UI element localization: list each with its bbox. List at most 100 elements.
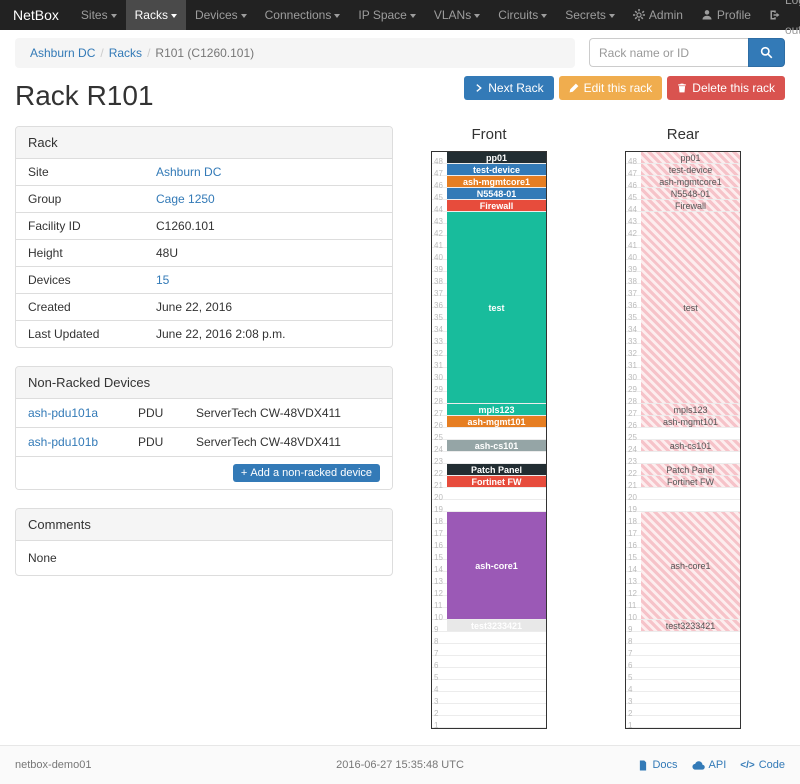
- nonracked-row: ash-pdu101a PDU ServerTech CW-48VDX411: [16, 399, 392, 427]
- unit-number: 39: [628, 265, 637, 274]
- attr-row-group: Group Cage 1250: [16, 185, 392, 212]
- rack-device-rear[interactable]: Fortinet FW: [641, 476, 740, 487]
- api-link[interactable]: API: [691, 759, 726, 771]
- nav-item-secrets[interactable]: Secrets: [556, 0, 624, 30]
- unit-number: 22: [434, 469, 443, 478]
- rack-device-front[interactable]: test: [447, 212, 546, 403]
- unit-number: 21: [628, 481, 637, 490]
- rack-device-rear[interactable]: ash-core1: [641, 512, 740, 619]
- unit-number: 30: [434, 373, 443, 382]
- nav-item-ip-space[interactable]: IP Space: [349, 0, 424, 30]
- rack-device-rear[interactable]: N5548-01: [641, 188, 740, 199]
- rack-device-front[interactable]: pp01: [447, 152, 546, 163]
- unit-number: 41: [434, 241, 443, 250]
- nav-item-devices[interactable]: Devices: [186, 0, 256, 30]
- search-input[interactable]: [589, 38, 748, 67]
- profile-link[interactable]: Profile: [692, 0, 760, 30]
- rack-unit-rear-28: 28: [626, 392, 740, 406]
- nav-item-circuits[interactable]: Circuits: [489, 0, 556, 30]
- rack-device-rear[interactable]: test3233421: [641, 620, 740, 631]
- brand-logo[interactable]: NetBox: [13, 7, 59, 23]
- rack-device-front[interactable]: test3233421: [447, 620, 546, 631]
- rack-device-rear[interactable]: ash-cs101: [641, 440, 740, 451]
- search-icon: [760, 46, 773, 59]
- unit-number: 29: [628, 385, 637, 394]
- devices-count-link[interactable]: 15: [156, 273, 170, 287]
- comments-panel: Comments None: [15, 508, 393, 576]
- unit-number: 27: [434, 409, 443, 418]
- rack-device-front[interactable]: ash-mgmt101: [447, 416, 546, 427]
- unit-number: 34: [628, 325, 637, 334]
- rack-device-rear[interactable]: Patch Panel: [641, 464, 740, 475]
- admin-label: Admin: [648, 8, 683, 22]
- admin-link[interactable]: Admin: [624, 0, 692, 30]
- unit-number: 31: [434, 361, 443, 370]
- rack-unit-rear-44: 44: [626, 200, 740, 214]
- unit-number: 21: [434, 481, 443, 490]
- rack-unit-rear-19: 19: [626, 500, 740, 514]
- footer-timestamp: 2016-06-27 15:35:48 UTC: [336, 759, 464, 771]
- unit-number: 22: [628, 469, 637, 478]
- rack-device-front[interactable]: test-device: [447, 164, 546, 175]
- main-nav: Sites Racks Devices Connections IP Space…: [72, 0, 624, 30]
- attr-label: Height: [28, 246, 63, 260]
- rack-device-front[interactable]: N5548-01: [447, 188, 546, 199]
- unit-number: 10: [434, 613, 443, 622]
- device-link[interactable]: ash-pdu101a: [28, 406, 99, 420]
- unit-number: 47: [628, 169, 637, 178]
- rack-unit-front-46: 46: [432, 176, 546, 190]
- breadcrumb-site[interactable]: Ashburn DC: [30, 46, 96, 60]
- nav-item-connections[interactable]: Connections: [256, 0, 350, 30]
- unit-number: 43: [434, 217, 443, 226]
- rack-device-front[interactable]: ash-core1: [447, 512, 546, 619]
- rack-device-front[interactable]: ash-cs101: [447, 440, 546, 451]
- rack-device-rear[interactable]: Firewall: [641, 200, 740, 211]
- nonracked-panel: Non-Racked Devices ash-pdu101a PDU Serve…: [15, 366, 393, 490]
- search-button[interactable]: [748, 38, 785, 67]
- unit-number: 12: [628, 589, 637, 598]
- group-link[interactable]: Cage 1250: [156, 192, 215, 206]
- rack-unit-rear-27: 27: [626, 404, 740, 418]
- rack-device-front[interactable]: Firewall: [447, 200, 546, 211]
- navbar-right: Admin Profile Log out: [624, 0, 800, 37]
- rack-unit-front-22: 22: [432, 464, 546, 478]
- rack-device-front[interactable]: ash-mgmtcore1: [447, 176, 546, 187]
- logout-link[interactable]: Log out: [760, 0, 800, 37]
- front-title: Front: [471, 126, 507, 143]
- site-link[interactable]: Ashburn DC: [156, 165, 222, 179]
- add-nonracked-device-button[interactable]: + Add a non-racked device: [232, 464, 380, 482]
- rack-front: 48 47 46 45 44 43 42 41 40 39 38 37 36 35 34 33 32 31 30 29…: [431, 151, 547, 730]
- rack-device-rear[interactable]: test: [641, 212, 740, 403]
- unit-number: 40: [628, 253, 637, 262]
- unit-number: 25: [434, 433, 443, 442]
- unit-number: 11: [628, 601, 637, 610]
- device-link[interactable]: ash-pdu101b: [28, 435, 99, 449]
- rack-device-rear[interactable]: test-device: [641, 164, 740, 175]
- rack-elevations: Front 48 47 46 45 44 43 42 41 40 39 38 37 36 35 34 33 32…: [431, 126, 741, 730]
- breadcrumb-racks[interactable]: Racks: [108, 46, 143, 60]
- unit-number: 36: [434, 301, 443, 310]
- front-elevation: Front 48 47 46 45 44 43 42 41 40 39 38 37 36 35 34 33 32…: [431, 126, 547, 730]
- unit-number: 30: [628, 373, 637, 382]
- rack-device-front[interactable]: mpls123: [447, 404, 546, 415]
- chevron-down-icon: [240, 13, 247, 18]
- unit-number: 26: [628, 421, 637, 430]
- rack-device-front[interactable]: Patch Panel: [447, 464, 546, 475]
- nav-item-racks[interactable]: Racks: [125, 0, 186, 30]
- edit-rack-button[interactable]: Edit this rack: [558, 76, 663, 100]
- breadcrumb-separator: /: [147, 46, 151, 60]
- nav-item-vlans[interactable]: VLANs: [425, 0, 489, 30]
- rack-unit-rear-23: 23: [626, 452, 740, 466]
- code-link[interactable]: </> Code: [740, 759, 785, 771]
- rack-device-front[interactable]: Fortinet FW: [447, 476, 546, 487]
- unit-number: 48: [434, 157, 443, 166]
- rack-device-rear[interactable]: ash-mgmt101: [641, 416, 740, 427]
- unit-number: 11: [434, 601, 443, 610]
- docs-link[interactable]: Docs: [638, 759, 678, 771]
- delete-rack-button[interactable]: Delete this rack: [667, 76, 785, 100]
- rack-device-rear[interactable]: pp01: [641, 152, 740, 163]
- next-rack-button[interactable]: Next Rack: [464, 76, 554, 100]
- rack-device-rear[interactable]: ash-mgmtcore1: [641, 176, 740, 187]
- nav-item-sites[interactable]: Sites: [72, 0, 126, 30]
- rack-device-rear[interactable]: mpls123: [641, 404, 740, 415]
